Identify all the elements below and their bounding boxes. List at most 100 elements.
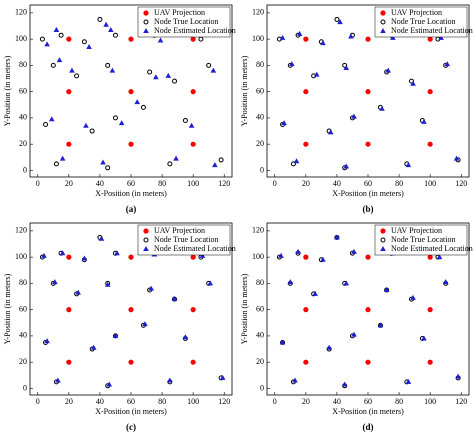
estimated-node: [59, 250, 66, 256]
uav-point: [365, 36, 371, 42]
estimated-node: [118, 120, 125, 126]
y-tick-label: 40: [19, 113, 27, 122]
uav-point: [66, 36, 72, 42]
x-tick-label: 0: [273, 397, 277, 406]
estimated-node: [278, 252, 284, 258]
uav-point: [427, 254, 433, 260]
y-tick-label: 20: [19, 357, 27, 366]
estimated-node: [410, 294, 416, 300]
estimated-node: [327, 129, 334, 135]
estimated-node: [334, 234, 340, 240]
x-tick-label: 60: [127, 179, 135, 188]
estimated-node: [442, 279, 449, 285]
estimated-node: [326, 344, 332, 350]
y-tick-label: 120: [252, 8, 264, 17]
y-tick-label: 0: [23, 383, 27, 392]
true-node: [53, 161, 59, 167]
estimated-node: [86, 44, 92, 50]
uav-point: [190, 254, 196, 260]
legend-label: UAV Projection: [391, 8, 442, 17]
true-node: [290, 161, 296, 167]
estimated-node: [292, 377, 298, 383]
x-tick-label: 0: [36, 179, 40, 188]
estimated-node: [351, 331, 357, 337]
y-tick-label: 40: [256, 331, 264, 340]
true-node: [43, 121, 49, 127]
estimated-node: [313, 71, 320, 77]
estimated-node: [438, 34, 444, 40]
y-tick-label: 80: [256, 278, 264, 287]
estimated-node: [453, 155, 460, 161]
estimated-node: [410, 80, 416, 86]
legend-label: Node True Location: [391, 17, 455, 26]
estimated-node: [337, 19, 343, 25]
panel-caption: (c): [126, 422, 136, 432]
legend-label: Node True Location: [154, 235, 218, 244]
estimated-node: [103, 21, 109, 27]
legend-label: Node Estimated Location: [154, 26, 236, 35]
uav-point: [128, 307, 134, 313]
uav-point: [66, 89, 72, 95]
y-tick-label: 100: [252, 252, 264, 261]
legend-marker: [380, 237, 386, 243]
y-tick-label: 120: [15, 226, 27, 235]
uav-point: [190, 89, 196, 95]
y-tick-label: 60: [256, 304, 264, 313]
estimated-node: [44, 41, 50, 47]
estimated-node: [142, 321, 148, 327]
uav-point: [128, 141, 134, 147]
estimated-node: [69, 67, 75, 73]
estimated-node: [114, 250, 120, 256]
y-tick-label: 60: [19, 304, 27, 313]
estimated-node: [109, 67, 116, 73]
true-node: [342, 62, 348, 68]
y-tick-label: 20: [256, 139, 264, 148]
x-tick-label: 120: [218, 179, 230, 188]
estimated-node: [436, 254, 443, 260]
x-tick-label: 80: [158, 179, 166, 188]
estimated-node: [343, 280, 350, 286]
y-tick-label: 0: [260, 165, 264, 174]
estimated-node: [281, 120, 287, 126]
estimated-node: [173, 155, 179, 161]
true-node: [39, 36, 45, 42]
estimated-node: [455, 373, 461, 379]
uav-point: [365, 254, 371, 260]
uav-point: [303, 254, 309, 260]
estimated-node: [377, 322, 384, 328]
true-node: [218, 157, 224, 163]
y-axis-label: Y-Position (in meters): [240, 55, 249, 126]
x-tick-label: 0: [36, 397, 40, 406]
estimated-node: [421, 118, 427, 124]
panel-caption: (d): [363, 422, 374, 432]
panel-caption: (a): [126, 204, 137, 214]
x-tick-label: 120: [455, 397, 467, 406]
uav-point: [66, 254, 72, 260]
uav-point: [365, 89, 371, 95]
true-node: [182, 118, 188, 124]
estimated-node: [52, 279, 58, 285]
legend-marker: [380, 19, 386, 25]
x-tick-label: 80: [395, 179, 403, 188]
estimated-node: [98, 235, 105, 241]
y-tick-label: 100: [15, 252, 27, 261]
x-tick-label: 40: [333, 179, 341, 188]
true-node: [147, 69, 153, 75]
legend-marker: [143, 28, 149, 33]
estimated-node: [279, 34, 286, 40]
estimated-node: [167, 377, 173, 383]
estimated-node: [341, 381, 348, 387]
true-node: [74, 73, 80, 79]
legend-label: Node Estimated Location: [391, 244, 473, 253]
estimated-node: [207, 280, 214, 286]
uav-point: [427, 359, 433, 365]
estimated-node: [320, 256, 326, 262]
estimated-node: [182, 334, 189, 340]
uav-point: [66, 359, 72, 365]
estimated-node: [134, 99, 141, 105]
x-tick-label: 20: [65, 397, 73, 406]
x-tick-label: 80: [395, 397, 403, 406]
uav-point: [303, 141, 309, 147]
legend-box: [374, 6, 468, 38]
estimated-node: [56, 57, 63, 63]
